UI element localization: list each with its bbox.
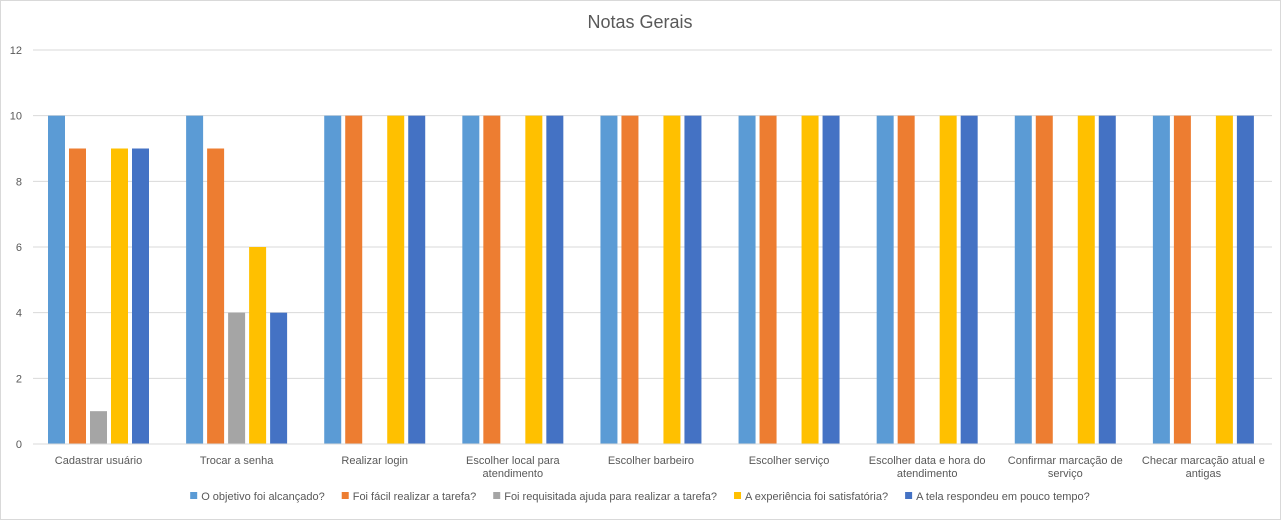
bar: [48, 115, 65, 445]
bar: [1236, 115, 1254, 445]
bar: [90, 411, 107, 444]
bar: [249, 247, 267, 444]
bar: [1077, 115, 1095, 445]
y-axis-ticks: 0 2 4 6 8 10 12: [10, 45, 22, 451]
bar: [600, 115, 618, 445]
x-category-label: Trocar a senha: [200, 455, 274, 467]
y-tick-label: 2: [16, 373, 22, 385]
bar: [1098, 115, 1116, 445]
bar: [483, 115, 501, 445]
legend-label: Foi requisitada ajuda para realizar a ta…: [504, 491, 717, 503]
bar: [621, 115, 639, 445]
x-category-label: antigas: [1186, 468, 1222, 480]
bar: [738, 115, 756, 445]
x-category-label: Escolher local para: [466, 455, 560, 467]
bar: [270, 312, 288, 444]
bar: [324, 115, 342, 445]
legend-swatch: [190, 492, 198, 499]
bar: [345, 115, 363, 445]
bar: [939, 115, 957, 445]
x-category-label: Checar marcação atual e: [1142, 455, 1265, 467]
y-tick-label: 4: [16, 308, 22, 320]
bar: [876, 115, 894, 445]
bar: [801, 115, 819, 445]
x-category-label: serviço: [1048, 468, 1083, 480]
y-tick-label: 12: [10, 45, 22, 57]
bar: [1035, 115, 1053, 445]
legend-swatch: [905, 492, 913, 499]
bar: [1173, 115, 1191, 445]
bar: [960, 115, 978, 445]
bar: [228, 312, 246, 444]
bar: [663, 115, 681, 445]
legend-label: O objetivo foi alcançado?: [201, 491, 325, 503]
x-category-label: Realizar login: [341, 455, 408, 467]
x-category-label: Cadastrar usuário: [55, 455, 142, 467]
legend: O objetivo foi alcançado? Foi fácil reali…: [190, 491, 1090, 503]
bar: [546, 115, 564, 445]
legend-label: A experiência foi satisfatória?: [745, 491, 888, 503]
bar: [387, 115, 405, 445]
y-tick-label: 10: [10, 111, 22, 123]
bar: [111, 148, 128, 444]
y-tick-label: 6: [16, 242, 22, 254]
legend-label: A tela respondeu em pouco tempo?: [916, 491, 1090, 503]
bar: [462, 115, 480, 445]
legend-swatch: [734, 492, 742, 499]
bar: [897, 115, 915, 445]
bar: [759, 115, 777, 445]
bar: [1152, 115, 1170, 445]
bar: [1215, 115, 1233, 445]
bar: [525, 115, 543, 445]
bar: [207, 148, 225, 444]
bar: [408, 115, 426, 445]
x-category-label: atendimento: [483, 468, 544, 480]
x-category-label: Escolher serviço: [749, 455, 830, 467]
x-category-label: atendimento: [897, 468, 958, 480]
bar: [186, 115, 204, 445]
x-axis-categories: Cadastrar usuário Trocar a senha Realizar …: [55, 455, 1265, 480]
legend-swatch: [493, 492, 501, 499]
bar: [822, 115, 840, 445]
bar: [1014, 115, 1032, 445]
bar: [132, 148, 149, 444]
x-category-label: Confirmar marcação de: [1008, 455, 1123, 467]
bar: [69, 148, 86, 444]
y-tick-label: 8: [16, 176, 22, 188]
legend-swatch: [341, 492, 349, 499]
bar: [684, 115, 702, 445]
x-category-label: Escolher data e hora do: [869, 455, 986, 467]
legend-label: Foi fácil realizar a tarefa?: [353, 491, 477, 503]
x-category-label: Escolher barbeiro: [608, 455, 694, 467]
bars: [48, 115, 1254, 445]
chart-title: Notas Gerais: [587, 12, 692, 32]
y-tick-label: 0: [16, 439, 22, 451]
